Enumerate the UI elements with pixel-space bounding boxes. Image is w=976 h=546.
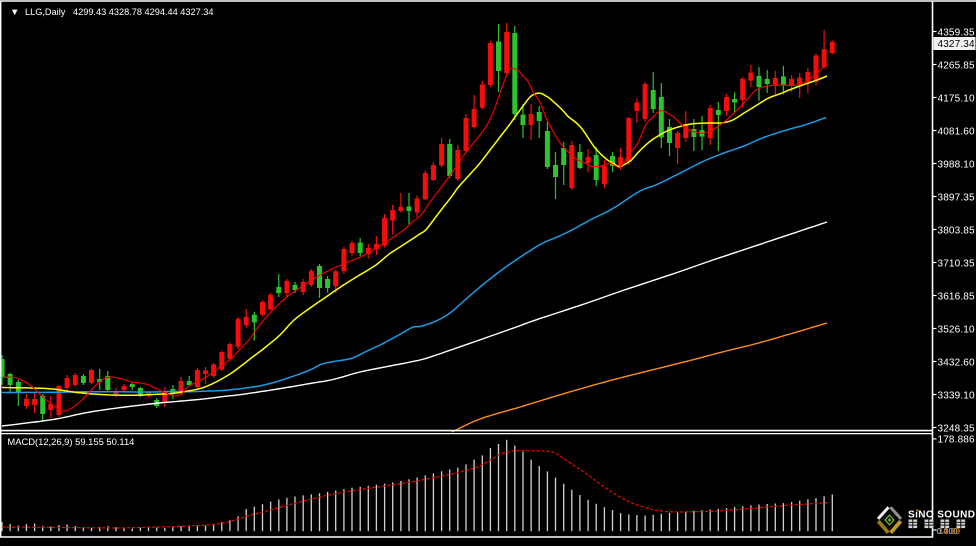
- svg-text:3248.35: 3248.35: [938, 423, 975, 434]
- svg-text:4175.10: 4175.10: [938, 93, 975, 104]
- svg-text:3616.85: 3616.85: [938, 291, 975, 302]
- svg-text:14:09: 14:09: [939, 526, 961, 536]
- svg-text:3988.10: 3988.10: [938, 159, 975, 170]
- svg-text:3803.85: 3803.85: [938, 225, 975, 236]
- svg-text:3339.10: 3339.10: [938, 390, 975, 401]
- svg-text:SıNO SOUND: SıNO SOUND: [908, 510, 975, 521]
- svg-text:4265.85: 4265.85: [938, 60, 975, 71]
- svg-text:3526.10: 3526.10: [938, 324, 975, 335]
- svg-text:LLG,Daily 4299.43 4328.78 42: LLG,Daily 4299.43 4328.78 4294.44 4327.3…: [25, 7, 214, 17]
- svg-text:3710.35: 3710.35: [938, 258, 975, 269]
- svg-text:4327.34: 4327.34: [938, 39, 975, 50]
- svg-text:0.000: 0.000: [937, 526, 959, 536]
- svg-text:4359.35: 4359.35: [938, 27, 975, 38]
- svg-text:4081.60: 4081.60: [938, 126, 975, 137]
- svg-text:MACD(12,26,9) 59.155 50.114: MACD(12,26,9) 59.155 50.114: [7, 436, 134, 447]
- svg-text:3897.35: 3897.35: [938, 192, 975, 203]
- svg-text:3432.60: 3432.60: [938, 357, 975, 368]
- svg-text:178.886: 178.886: [938, 434, 975, 445]
- svg-text:▼: ▼: [10, 7, 19, 18]
